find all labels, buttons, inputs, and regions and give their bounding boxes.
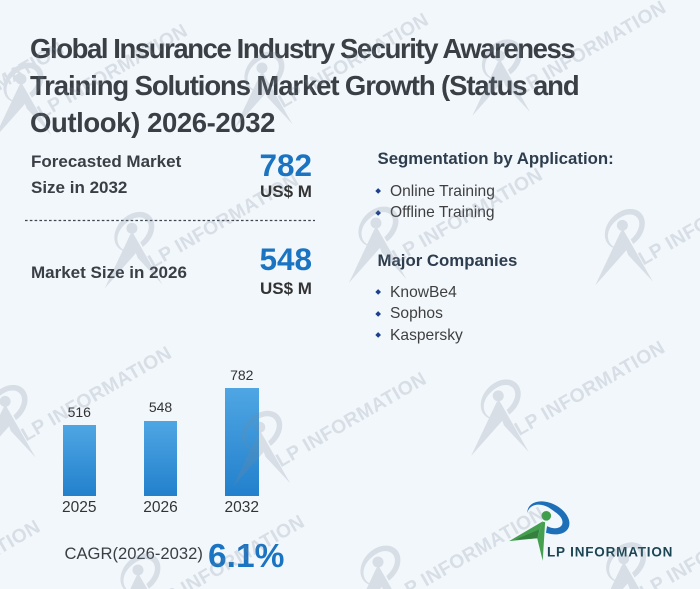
svg-text:LP INFORMATION: LP INFORMATION bbox=[547, 545, 673, 560]
